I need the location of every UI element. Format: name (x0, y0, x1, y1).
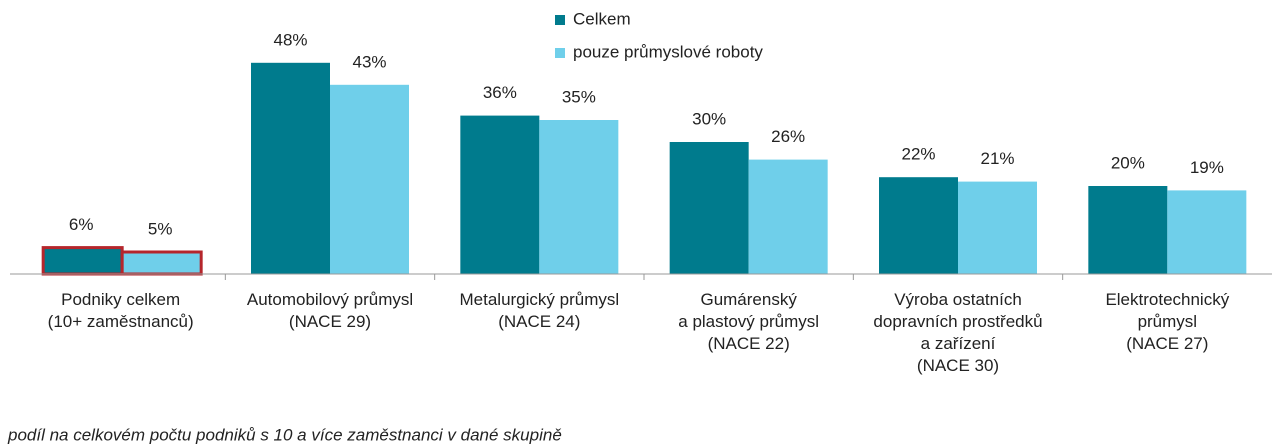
x-tick-label: Elektrotechnický průmysl (NACE 27) (1105, 290, 1229, 353)
data-label: 21% (980, 149, 1014, 168)
bar (539, 120, 619, 274)
bar (120, 250, 203, 276)
bar (958, 181, 1037, 274)
legend-label: pouze průmyslové roboty (573, 42, 763, 61)
x-tick-label: Výroba ostatních dopravních prostředků a z… (873, 290, 1042, 375)
bar (460, 115, 540, 274)
data-label: 20% (1111, 153, 1145, 172)
bar (330, 84, 409, 274)
footnote: podíl na celkovém počtu podniků s 10 a v… (7, 425, 562, 444)
x-tick-label: Automobilový průmysl (NACE 29) (247, 290, 413, 331)
x-tick-label: Podniky celkem (10+ zaměstnanců) (48, 290, 194, 331)
bar (1167, 190, 1247, 274)
x-tick-label: Gumárenský a plastový průmysl (NACE 22) (678, 290, 819, 353)
data-label: 43% (352, 52, 386, 71)
legend-swatch (555, 15, 565, 25)
data-label: 5% (148, 219, 173, 238)
legend-swatch (555, 48, 565, 58)
data-label: 19% (1190, 158, 1224, 177)
data-label: 35% (562, 87, 596, 106)
bar (41, 246, 124, 276)
data-label: 48% (273, 30, 307, 49)
data-label: 36% (483, 83, 517, 102)
data-label: 6% (69, 215, 94, 234)
bar (748, 159, 828, 274)
data-label: 30% (692, 109, 726, 128)
data-label: 22% (901, 145, 935, 164)
bar (879, 177, 958, 274)
bar (1088, 186, 1168, 274)
bar (251, 62, 330, 274)
bar (669, 142, 749, 274)
x-tick-label: Metalurgický průmysl (NACE 24) (460, 290, 620, 331)
legend-label: Celkem (573, 9, 631, 28)
data-label: 26% (771, 127, 805, 146)
